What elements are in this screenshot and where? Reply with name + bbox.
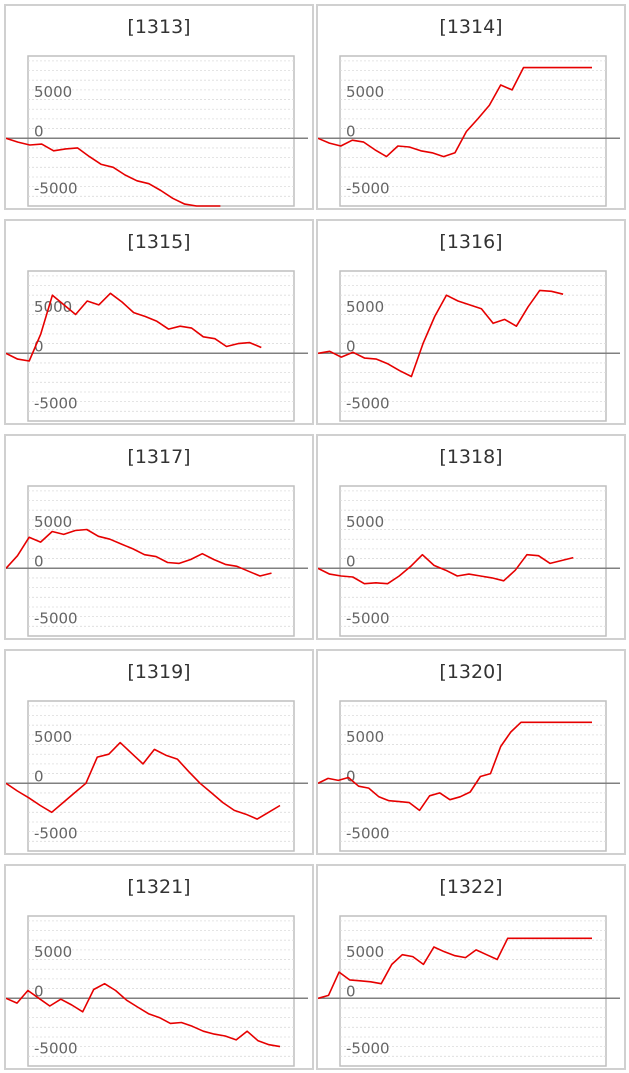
y-tick-label: 0 (34, 122, 44, 140)
series-line (6, 982, 281, 1048)
chart-title: [1318] (439, 446, 503, 468)
line-chart: 5000 0 -5000 (6, 700, 308, 852)
chart-panel: [1321] 5000 0 -5000 (4, 864, 314, 1070)
y-tick-label: 5000 (34, 513, 72, 531)
y-tick-label: 5000 (34, 728, 72, 746)
series-line (6, 741, 281, 820)
series-line (318, 66, 592, 158)
line-chart: 5000 0 -5000 (318, 270, 620, 422)
y-tick-label: 0 (346, 552, 356, 570)
chart-title: [1315] (127, 231, 191, 253)
plot-frame (27, 270, 295, 422)
plot-frame (27, 55, 295, 207)
chart-title: [1317] (127, 446, 191, 468)
series-line (318, 289, 564, 378)
plot-frame (339, 915, 607, 1067)
series-line (6, 528, 272, 577)
chart-panel: [1313] 5000 0 -5000 (4, 4, 314, 210)
y-tick-label: 5000 (34, 943, 72, 961)
chart-panel: [1317] 5000 0 -5000 (4, 434, 314, 640)
y-tick-label: -5000 (34, 825, 78, 843)
y-tick-label: 0 (34, 552, 44, 570)
y-tick-label: 5000 (346, 513, 384, 531)
y-tick-label: 5000 (346, 83, 384, 101)
chart-panel: [1322] 5000 0 -5000 (316, 864, 626, 1070)
plot-frame (339, 700, 607, 852)
y-tick-label: 0 (34, 337, 44, 355)
line-chart: 5000 0 -5000 (318, 485, 620, 637)
line-chart: 5000 0 -5000 (318, 700, 620, 852)
series-line (318, 937, 592, 1000)
line-chart: 5000 0 -5000 (318, 55, 620, 207)
y-tick-label: 5000 (34, 83, 72, 101)
chart-title: [1319] (127, 661, 191, 683)
y-tick-label: -5000 (346, 610, 390, 628)
y-tick-label: 5000 (346, 298, 384, 316)
chart-panel: [1315] 5000 0 -5000 (4, 219, 314, 425)
y-tick-label: 5000 (346, 728, 384, 746)
chart-title: [1322] (439, 876, 503, 898)
y-tick-label: -5000 (34, 610, 78, 628)
plot-frame (27, 700, 295, 852)
series-line (6, 292, 262, 362)
y-tick-label: 5000 (34, 298, 72, 316)
chart-panel: [1316] 5000 0 -5000 (316, 219, 626, 425)
series-line (318, 553, 574, 585)
y-tick-label: -5000 (34, 180, 78, 198)
chart-title: [1313] (127, 16, 191, 38)
chart-panel: [1320] 5000 0 -5000 (316, 649, 626, 855)
chart-title: [1321] (127, 876, 191, 898)
line-chart: 5000 0 -5000 (318, 915, 620, 1067)
chart-title: [1314] (439, 16, 503, 38)
y-tick-label: 0 (346, 337, 356, 355)
y-tick-label: -5000 (346, 825, 390, 843)
series-line (318, 721, 592, 812)
line-chart: 5000 0 -5000 (6, 915, 308, 1067)
y-tick-label: -5000 (346, 395, 390, 413)
y-tick-label: 0 (346, 767, 356, 785)
line-chart: 5000 0 -5000 (6, 270, 308, 422)
y-tick-label: 0 (346, 982, 356, 1000)
plot-frame (339, 55, 607, 207)
y-tick-label: 5000 (346, 943, 384, 961)
y-tick-label: 0 (34, 982, 44, 1000)
plot-frame (27, 485, 295, 637)
y-tick-label: -5000 (346, 180, 390, 198)
chart-title: [1320] (439, 661, 503, 683)
y-tick-label: -5000 (346, 1040, 390, 1058)
chart-panel: [1318] 5000 0 -5000 (316, 434, 626, 640)
chart-title: [1316] (439, 231, 503, 253)
line-chart: 5000 0 -5000 (6, 485, 308, 637)
chart-panel: [1319] 5000 0 -5000 (4, 649, 314, 855)
line-chart: 5000 0 -5000 (6, 55, 308, 207)
y-tick-label: 0 (346, 122, 356, 140)
plot-frame (339, 270, 607, 422)
y-tick-label: -5000 (34, 1040, 78, 1058)
y-tick-label: -5000 (34, 395, 78, 413)
series-line (6, 137, 221, 207)
chart-panel: [1314] 5000 0 -5000 (316, 4, 626, 210)
plot-frame (339, 485, 607, 637)
y-tick-label: 0 (34, 767, 44, 785)
